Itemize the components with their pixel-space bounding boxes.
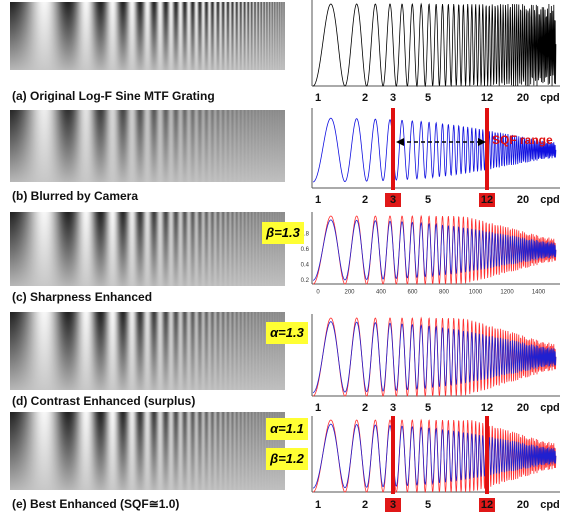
x-tick-label: 1200 <box>500 290 514 296</box>
x-tick-label: 1 <box>315 402 321 414</box>
param-label: β=1.2 <box>269 451 305 466</box>
x-tick-label: 5 <box>425 194 431 206</box>
x-tick-label: 5 <box>425 402 431 414</box>
x-tick-label: 3 <box>390 402 396 414</box>
grating-fade <box>10 312 285 390</box>
figure: (a) Original Log-F Sine MTF Grating12351… <box>0 0 574 518</box>
x-tick-label: cpd <box>540 402 560 414</box>
x-tick-label: cpd <box>540 92 560 104</box>
param-label: β=1.3 <box>265 225 301 240</box>
grating-fade <box>10 212 285 286</box>
panel-caption: (a) Original Log-F Sine MTF Grating <box>12 89 215 103</box>
x-tick-label: 5 <box>425 499 431 511</box>
x-tick-label: 2 <box>362 402 368 414</box>
x-tick-label: 20 <box>517 499 529 511</box>
x-tick-label: 2 <box>362 194 368 206</box>
y-tick-label: 0.6 <box>301 247 310 253</box>
x-tick-label: 3 <box>390 499 396 511</box>
x-tick-label: 600 <box>407 290 418 296</box>
grating-fade <box>10 412 285 490</box>
x-tick-label: 2 <box>362 92 368 104</box>
grating-fade <box>10 110 285 182</box>
waveform <box>313 322 556 393</box>
x-tick-label: 3 <box>390 92 396 104</box>
x-tick-label: 1 <box>315 499 321 511</box>
x-tick-label: 20 <box>517 194 529 206</box>
y-tick-label: 0.4 <box>301 263 310 269</box>
waveform <box>313 118 556 182</box>
x-tick-label: 1400 <box>532 290 546 296</box>
x-tick-label: 0 <box>316 290 320 296</box>
panel-caption: (e) Best Enhanced (SQF≅1.0) <box>12 497 179 511</box>
param-label: α=1.1 <box>270 421 304 436</box>
grating-fade <box>10 2 285 70</box>
x-tick-label: 12 <box>481 92 493 104</box>
x-tick-label: 3 <box>390 194 396 206</box>
x-tick-label: 800 <box>439 290 450 296</box>
panel-caption: (d) Contrast Enhanced (surplus) <box>12 394 195 408</box>
x-tick-label: cpd <box>540 194 560 206</box>
waveform <box>313 220 556 280</box>
x-tick-label: 1 <box>315 194 321 206</box>
x-tick-label: cpd <box>540 499 560 511</box>
x-tick-label: 200 <box>344 290 355 296</box>
panel-caption: (c) Sharpness Enhanced <box>12 290 152 304</box>
waveform <box>313 4 556 86</box>
x-tick-label: 20 <box>517 92 529 104</box>
x-tick-label: 12 <box>481 194 493 206</box>
x-tick-label: 5 <box>425 92 431 104</box>
waveform <box>313 424 556 488</box>
y-tick-label: 0.2 <box>301 278 310 284</box>
x-tick-label: 400 <box>376 290 387 296</box>
param-label: α=1.3 <box>270 325 304 340</box>
x-tick-label: 20 <box>517 402 529 414</box>
x-tick-label: 1 <box>315 92 321 104</box>
x-tick-label: 12 <box>481 499 493 511</box>
sqf-label: SQF range <box>492 133 553 147</box>
x-tick-label: 2 <box>362 499 368 511</box>
x-tick-label: 1000 <box>469 290 483 296</box>
x-tick-label: 12 <box>481 402 493 414</box>
panel-caption: (b) Blurred by Camera <box>12 189 138 203</box>
